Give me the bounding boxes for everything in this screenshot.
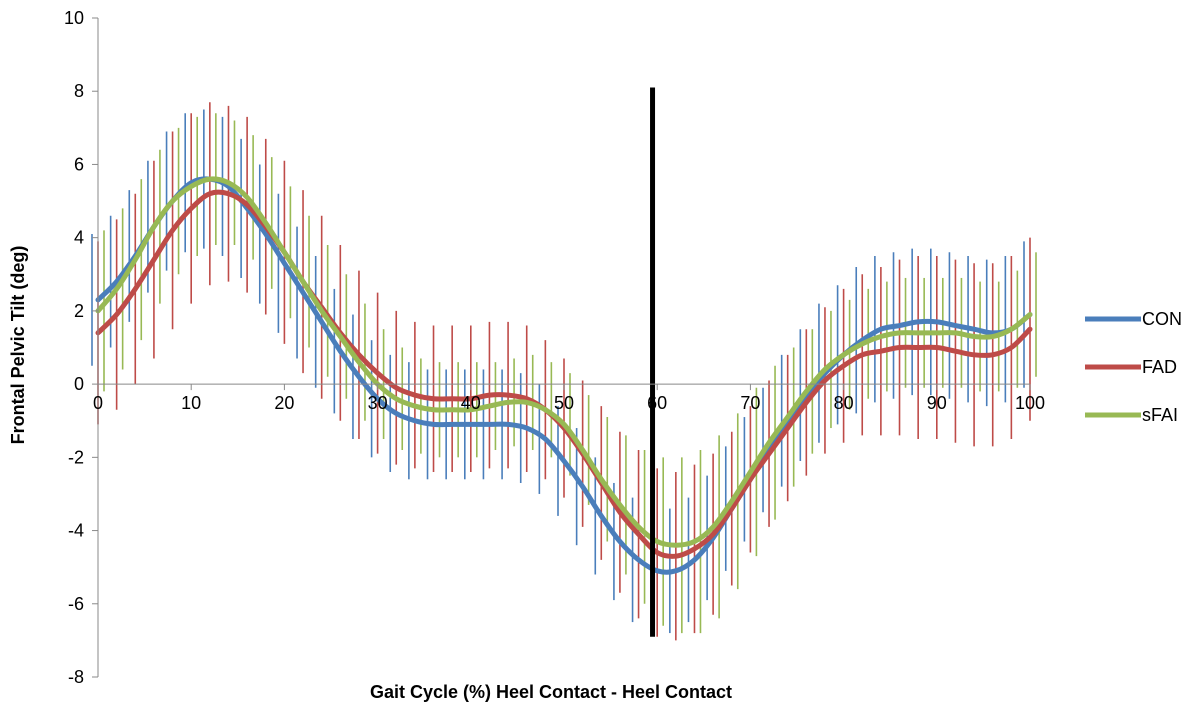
- y-tick-label: 6: [74, 154, 84, 174]
- y-axis-title: Frontal Pelvic Tilt (deg): [8, 246, 28, 445]
- x-tick-label: 30: [368, 393, 388, 413]
- x-tick-label: 40: [461, 393, 481, 413]
- series-lines-group: [95, 176, 1033, 575]
- y-tick-label: 4: [74, 228, 84, 248]
- y-tick-label: -4: [68, 521, 84, 541]
- x-tick-label: 100: [1015, 393, 1045, 413]
- x-tick-label: 60: [647, 393, 667, 413]
- legend-label-fad: FAD: [1142, 357, 1177, 377]
- legend-label-sfai: sFAI: [1142, 405, 1178, 425]
- series-line-sfai: [95, 176, 1033, 548]
- x-tick-label: 80: [834, 393, 854, 413]
- y-axis-ticks: 10 8 6 4 2 0 -2 -4 -6 -8: [64, 8, 98, 687]
- x-axis-ticks: 0 10 20 30 40 50 60 70 80 90 100: [93, 384, 1045, 413]
- y-tick-label: 2: [74, 301, 84, 321]
- legend: CON FAD sFAI: [1085, 309, 1182, 425]
- x-tick-label: 70: [740, 393, 760, 413]
- x-tick-label: 0: [93, 393, 103, 413]
- y-tick-label: 10: [64, 8, 84, 28]
- x-axis-title: Gait Cycle (%) Heel Contact - Heel Conta…: [370, 682, 732, 702]
- y-tick-label: -8: [68, 667, 84, 687]
- series-line-con: [95, 176, 1033, 575]
- y-tick-label: -2: [68, 447, 84, 467]
- legend-label-con: CON: [1142, 309, 1182, 329]
- y-tick-label: -6: [68, 594, 84, 614]
- x-tick-label: 10: [181, 393, 201, 413]
- x-tick-label: 50: [554, 393, 574, 413]
- x-tick-label: 90: [927, 393, 947, 413]
- y-tick-label: 0: [74, 374, 84, 394]
- x-tick-label: 20: [274, 393, 294, 413]
- y-tick-label: 8: [74, 81, 84, 101]
